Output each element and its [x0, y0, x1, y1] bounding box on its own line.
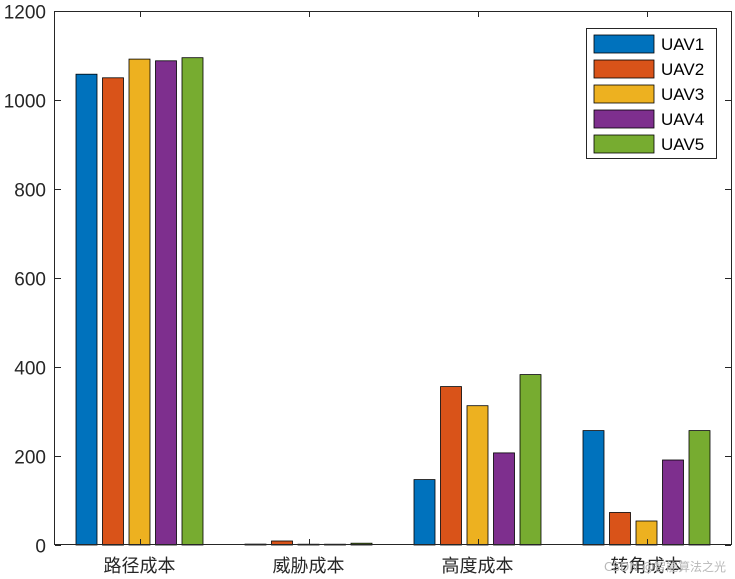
x-tick-label: 路径成本 [104, 556, 176, 577]
bar [582, 430, 605, 546]
y-tick-label: 800 [14, 181, 46, 202]
legend-label: UAV4 [661, 110, 704, 129]
bar [128, 58, 151, 546]
x-axis: 路径成本 威胁成本 高度成本 转角成本 [104, 11, 683, 577]
legend-swatch [593, 34, 655, 54]
bar [688, 430, 711, 546]
bars-group [75, 57, 711, 546]
x-tick-label: 高度成本 [442, 556, 514, 577]
x-tick-label: 威胁成本 [273, 556, 345, 577]
bar [662, 459, 684, 546]
legend-swatch [593, 84, 655, 104]
y-tick-label: 200 [14, 448, 46, 469]
legend: UAV1 UAV2 UAV3 UAV4 UAV5 [586, 28, 717, 159]
x-tick-label: 转角成本 [611, 556, 683, 577]
y-tick-label: 1000 [4, 92, 46, 113]
y-axis: 0 200 400 600 800 1000 1200 [4, 3, 731, 558]
bar [466, 405, 489, 546]
y-tick-label: 0 [35, 537, 46, 558]
watermark: CSDN @智能算法之光 [604, 559, 726, 574]
y-tick-label: 400 [14, 359, 46, 380]
bar [413, 479, 436, 546]
legend-label: UAV1 [661, 35, 704, 54]
bar [493, 452, 515, 546]
legend-swatch [593, 134, 655, 154]
legend-label: UAV5 [661, 135, 704, 154]
bar [635, 520, 658, 546]
legend-swatch [593, 59, 655, 79]
plot-area-frame [54, 11, 732, 545]
y-tick-label: 600 [14, 270, 46, 291]
bar [75, 73, 98, 546]
legend-label: UAV3 [661, 85, 704, 104]
bar [155, 60, 177, 546]
bar [102, 77, 124, 546]
bar [181, 57, 204, 546]
legend-label: UAV2 [661, 60, 704, 79]
bar [519, 374, 542, 546]
legend-swatch [593, 109, 655, 129]
bar [440, 386, 462, 546]
bar [609, 512, 631, 546]
y-tick-label: 1200 [4, 3, 46, 24]
